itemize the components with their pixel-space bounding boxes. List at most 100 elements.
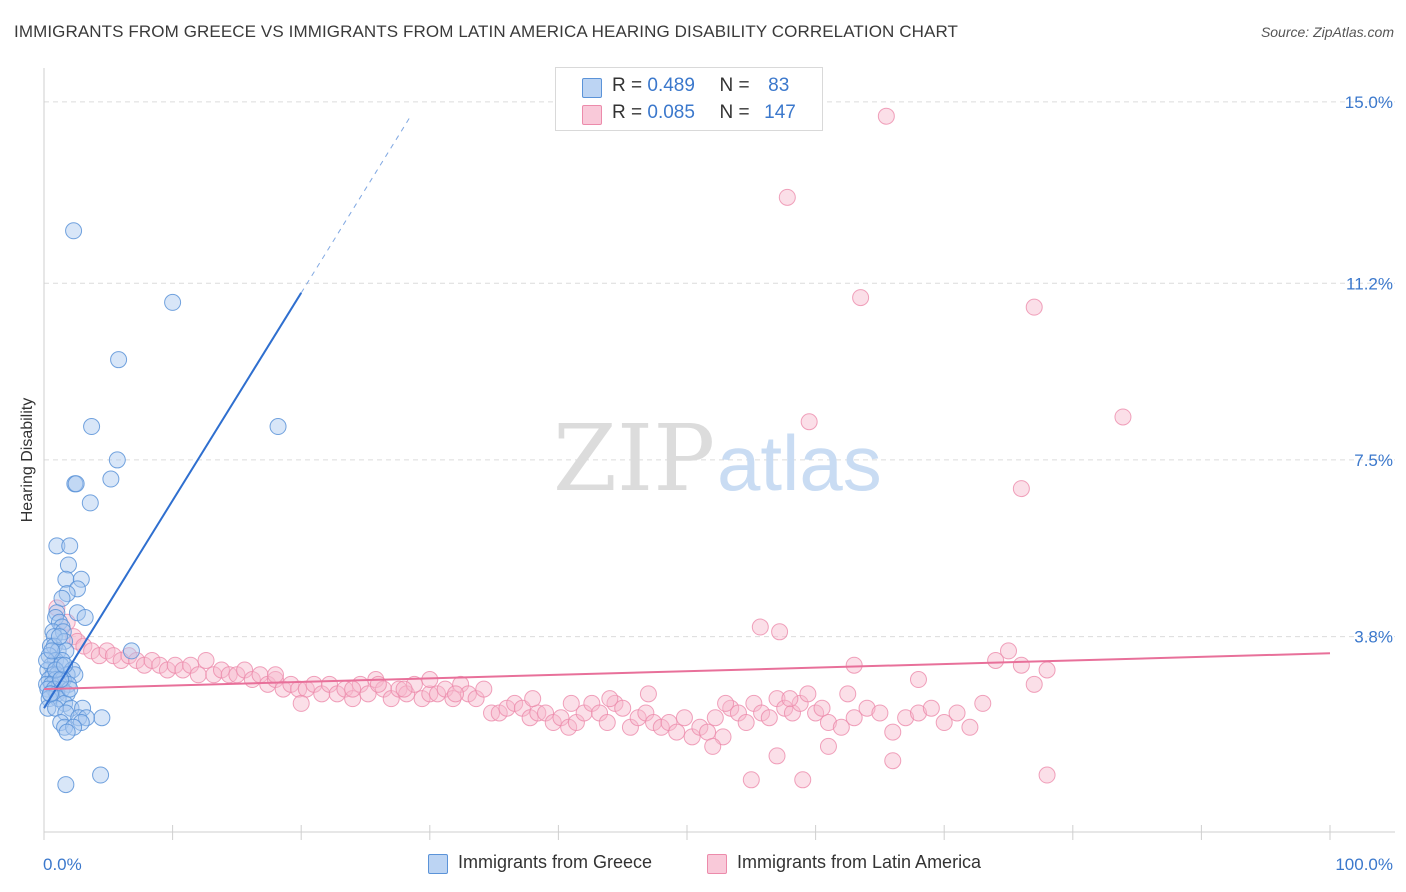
latin-america-point <box>598 714 616 732</box>
latin-america-point <box>668 723 686 741</box>
chart-title: IMMIGRANTS FROM GREECE VS IMMIGRANTS FRO… <box>14 22 958 41</box>
x-tick-label: 0.0% <box>43 855 82 874</box>
latin-america-point <box>884 723 902 741</box>
latin-america-point <box>614 699 632 717</box>
greece-point <box>57 704 75 722</box>
latin-america-point <box>852 289 870 307</box>
latin-america-point <box>699 723 717 741</box>
watermark-atlas: atlas <box>717 419 882 507</box>
latin-america-point <box>524 690 542 708</box>
latin-america-point <box>974 694 992 712</box>
greece-point <box>43 642 61 660</box>
latin-america-swatch <box>582 105 602 125</box>
latin-america-point <box>781 690 799 708</box>
latin-america-point <box>1000 642 1017 660</box>
latin-america-point <box>794 771 812 789</box>
latin-america-point <box>897 709 915 727</box>
greece-point <box>59 556 77 574</box>
latin-america-point <box>909 704 927 722</box>
latin-america-point <box>884 752 902 770</box>
greece-point <box>72 570 90 588</box>
greece-legend-swatch <box>428 854 448 874</box>
greece-trend-line <box>43 292 303 709</box>
greece-point <box>38 651 56 669</box>
greece-point <box>81 494 99 512</box>
gridlines <box>44 101 1395 638</box>
latin-america-point <box>778 188 796 206</box>
x-tick-label: 100.0% <box>1335 855 1393 874</box>
latin-america-point <box>760 709 778 727</box>
latin-america-point <box>1114 408 1132 426</box>
legend-r-label: R = <box>612 75 643 96</box>
greece-points <box>38 222 287 794</box>
greece-point <box>50 628 68 646</box>
y-tick-label: 7.5% <box>1354 451 1393 470</box>
latin-america-point <box>987 651 1005 669</box>
latin-america-point <box>909 671 927 689</box>
greece-point <box>93 709 111 727</box>
latin-america-point <box>922 699 940 717</box>
greece-point <box>102 470 120 488</box>
greece-point <box>47 661 65 679</box>
legend-n-label: N = <box>719 102 750 123</box>
latin-america-point <box>601 690 619 708</box>
greece-point <box>67 475 85 493</box>
latin-america-point <box>266 666 284 684</box>
latin-america-point <box>768 747 786 765</box>
y-axis-label: Hearing Disability <box>19 397 36 523</box>
latin-america-point <box>704 737 722 755</box>
latin-america-point <box>819 737 837 755</box>
greece-point <box>57 776 75 794</box>
latin-america-point <box>1038 661 1056 679</box>
latin-america-point <box>858 699 876 717</box>
latin-america-point <box>961 718 979 736</box>
latin-america-point <box>475 680 493 698</box>
latin-america-point <box>447 685 465 703</box>
greece-point <box>45 628 63 646</box>
latin-america-point <box>562 694 580 712</box>
latin-america-point <box>292 694 310 712</box>
greece-point <box>58 685 76 703</box>
latin-america-point <box>751 618 769 636</box>
latin-america-point <box>1012 480 1030 498</box>
latin-america-point <box>706 709 724 727</box>
latin-america-point <box>845 709 863 727</box>
latin-america-trend-line <box>43 652 1331 691</box>
latin-america-point <box>1025 675 1043 693</box>
greece-point <box>48 537 66 555</box>
latin-america-point <box>1038 766 1056 784</box>
greece-point <box>76 608 94 626</box>
greece-point <box>110 351 128 369</box>
watermark-zip: ZIP <box>553 405 715 512</box>
greece-point <box>77 709 95 727</box>
latin-america-point <box>771 623 789 641</box>
legend-r-value-greece: 0.489 <box>647 75 695 96</box>
legend-n-value-latin-america: 147 <box>764 102 796 123</box>
x-tick-labels: 0.0% 100.0% <box>43 855 1393 874</box>
latin-america-point <box>877 107 895 125</box>
latin-america-point <box>832 718 850 736</box>
latin-america-point <box>799 685 817 703</box>
latin-america-point <box>444 690 462 708</box>
trend-lines <box>43 116 1331 709</box>
latin-america-point <box>717 694 735 712</box>
latin-america-point <box>405 675 423 693</box>
greece-point <box>56 718 74 736</box>
legend-n-label: N = <box>719 75 750 96</box>
latin-america-legend-swatch <box>707 854 727 874</box>
latin-america-point <box>871 704 889 722</box>
latin-america-point <box>839 685 857 703</box>
latin-america-point <box>1012 656 1030 674</box>
greece-point <box>58 585 76 603</box>
greece-point <box>269 418 287 436</box>
latin-america-point <box>737 714 755 732</box>
y-tick-labels: 3.8% 7.5% 11.2% 15.0% <box>1345 93 1393 647</box>
latin-america-point <box>948 704 966 722</box>
legend-r-label: R = <box>612 102 643 123</box>
greece-legend-label: Immigrants from Greece <box>458 852 653 872</box>
greece-point <box>92 766 110 784</box>
latin-america-legend-label: Immigrants from Latin America <box>737 852 982 872</box>
greece-point <box>58 723 76 741</box>
greece-swatch <box>582 78 602 98</box>
latin-america-point <box>344 680 362 698</box>
